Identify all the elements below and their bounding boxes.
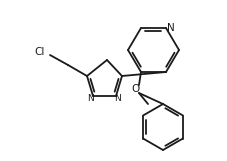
Text: N: N bbox=[166, 23, 174, 33]
Text: Cl: Cl bbox=[35, 47, 45, 57]
Text: N: N bbox=[114, 94, 121, 103]
Text: N: N bbox=[87, 94, 94, 103]
Text: O: O bbox=[131, 84, 140, 94]
